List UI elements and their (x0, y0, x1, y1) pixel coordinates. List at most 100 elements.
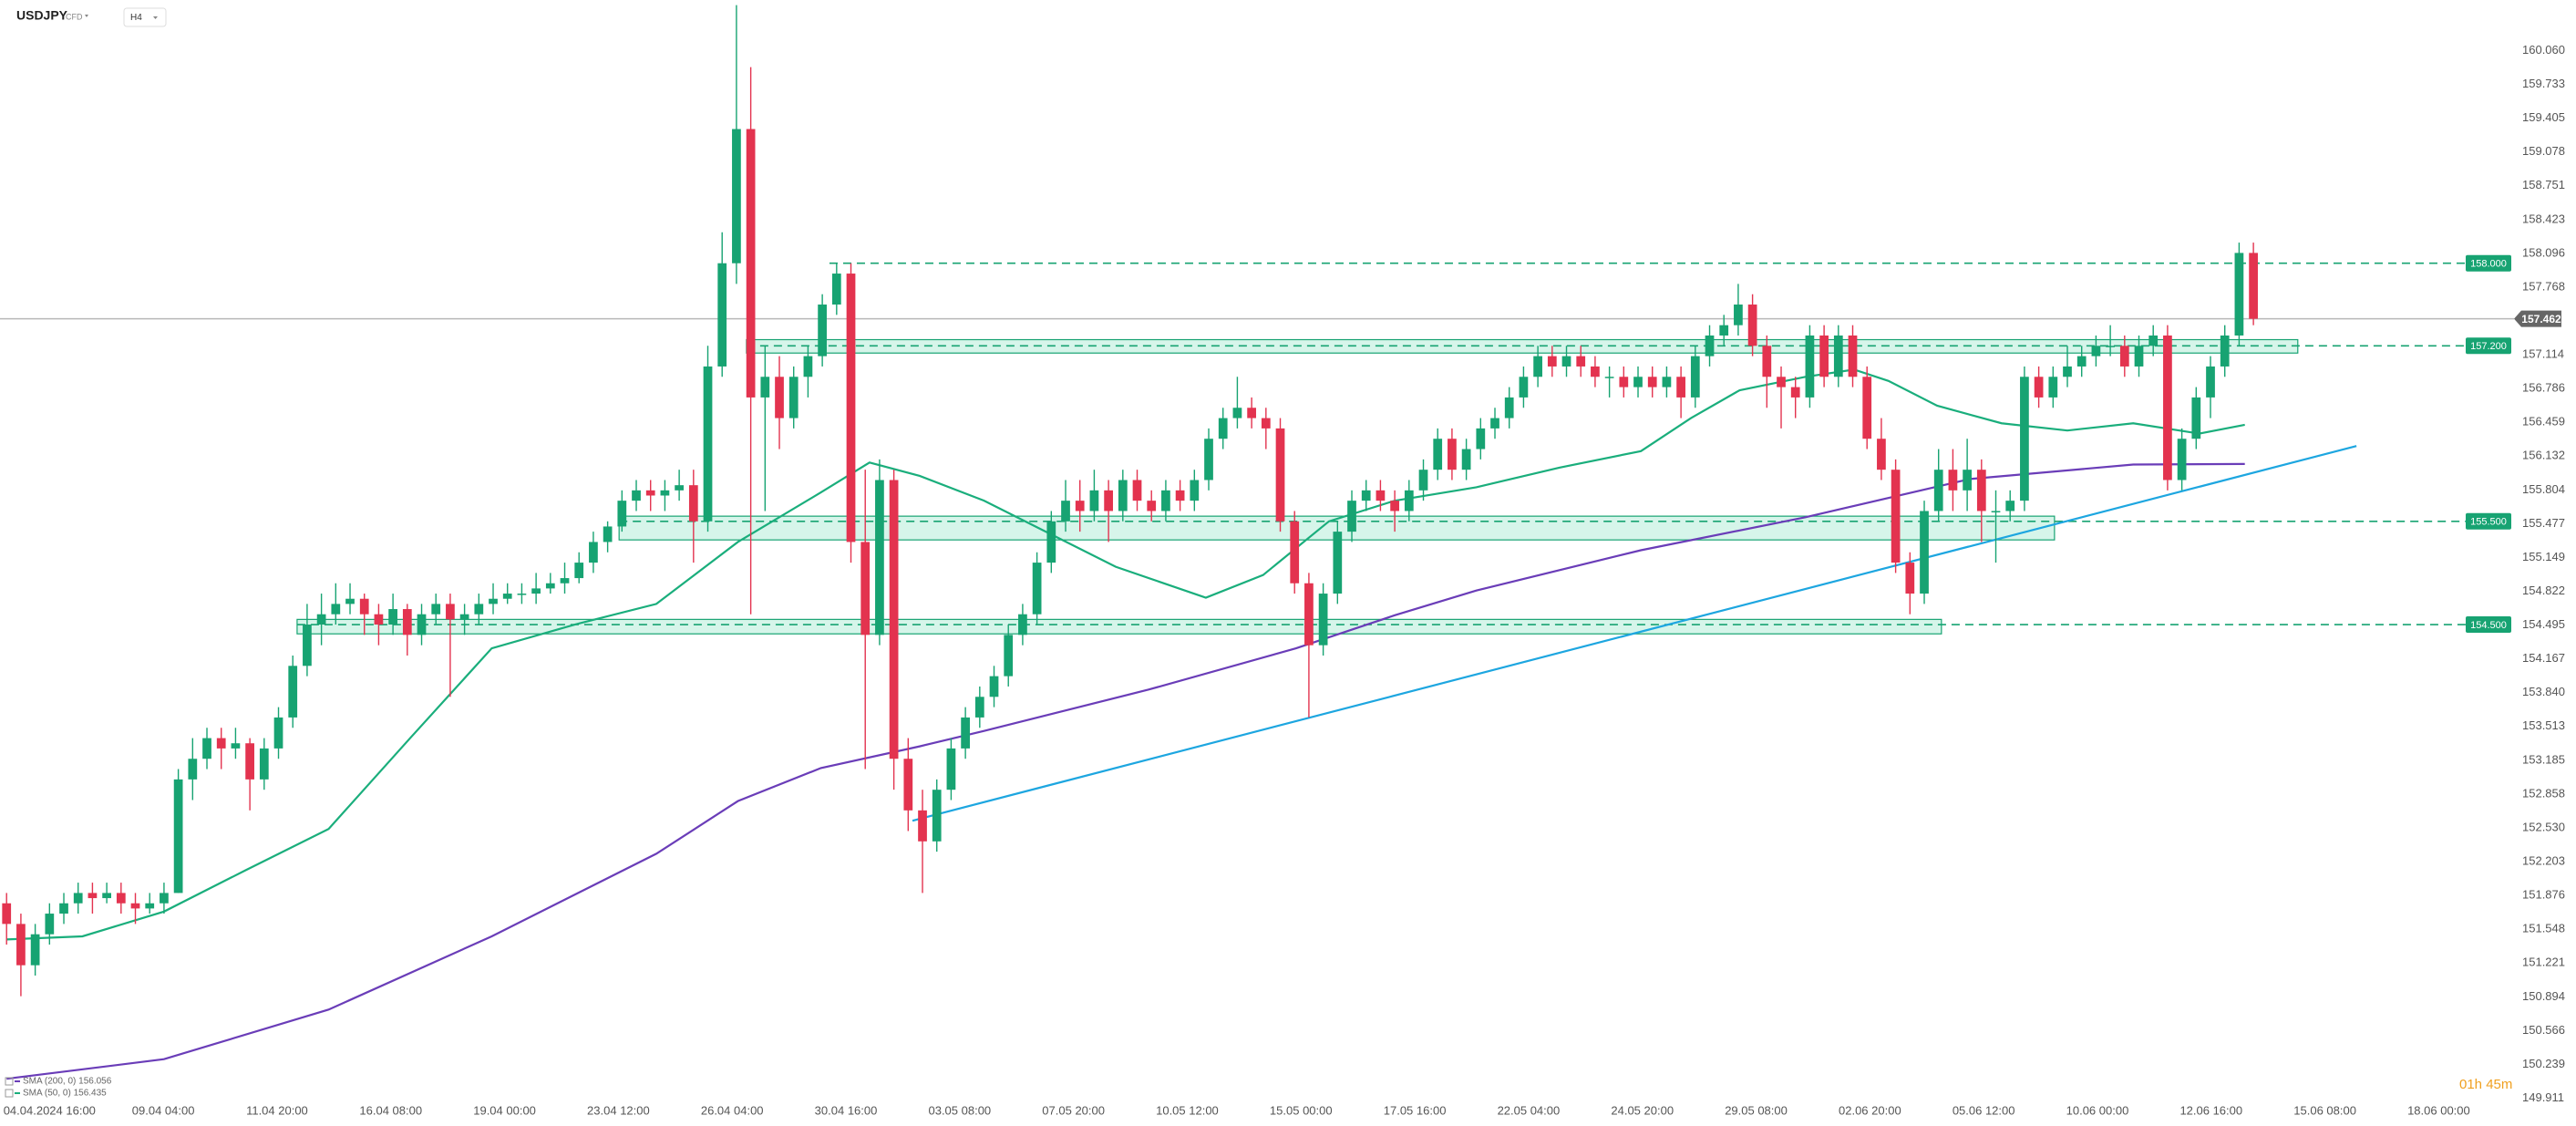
candle-body (589, 542, 598, 563)
candle-body (2206, 366, 2215, 398)
candle-body (1647, 377, 1657, 387)
y-tick-label: 158.096 (2522, 245, 2565, 259)
x-tick-label: 29.05 08:00 (1725, 1103, 1788, 1117)
candle-body (860, 542, 871, 635)
candle-body (459, 614, 469, 620)
candle-body (1561, 356, 1571, 367)
candle-body (259, 748, 269, 780)
candle-body (1333, 532, 1343, 594)
level-label: 155.500 (2470, 517, 2507, 528)
candle-body (1976, 470, 1986, 511)
candle-body (545, 583, 555, 589)
legend-label: SMA (200, 0) 156.056 (23, 1077, 112, 1087)
candle-body (1404, 490, 1414, 511)
candle-body (1819, 335, 1829, 377)
x-tick-label: 10.05 12:00 (1156, 1103, 1219, 1117)
candle-body (16, 924, 26, 966)
y-tick-label: 150.566 (2522, 1023, 2565, 1037)
candle-body (574, 563, 584, 579)
candle-body (431, 604, 441, 615)
line-layer (6, 262, 2466, 1080)
x-tick-label: 18.06 00:00 (2407, 1103, 2470, 1117)
candle-body (1075, 501, 1085, 511)
y-tick-label: 155.477 (2522, 516, 2565, 530)
candle-body (688, 485, 698, 522)
y-tick-label: 150.239 (2522, 1057, 2565, 1070)
candle-body (1991, 511, 2001, 512)
timeframe-box[interactable] (123, 7, 167, 27)
candle-body (1963, 470, 1972, 491)
level-badge (2466, 616, 2511, 634)
candle-body (1762, 346, 1772, 377)
candle-body (2020, 377, 2029, 501)
timeframe-label[interactable]: H4 (130, 13, 142, 23)
candle-body (202, 738, 211, 759)
x-tick-label: 03.05 08:00 (928, 1103, 991, 1117)
candle-body (1662, 377, 1672, 387)
y-tick-label: 156.786 (2522, 381, 2565, 395)
candle-body (1175, 490, 1185, 501)
candle-body (1347, 501, 1356, 532)
candle-body (1204, 439, 1213, 480)
level-badge (2466, 337, 2511, 355)
candle-body (1018, 614, 1027, 635)
y-tick-label: 154.822 (2522, 584, 2565, 597)
candle-body (1089, 490, 1099, 511)
y-tick-label: 153.513 (2522, 718, 2565, 732)
symbol-caret[interactable] (85, 15, 88, 17)
candle-body (1719, 325, 1729, 336)
candle-body (1032, 563, 1042, 615)
candle-body (1476, 428, 1486, 449)
candle-body (1676, 377, 1685, 398)
candle-body (1877, 439, 1886, 470)
candle-body (1190, 480, 1200, 501)
label-layer: 160.060 159.733 159.405 159.078 158.751 158.4… (4, 43, 2565, 1118)
candle-timer: 01h 45m (2459, 1077, 2512, 1092)
y-tick-label: 149.911 (2522, 1090, 2564, 1104)
y-tick-label: 151.876 (2522, 888, 2565, 902)
y-tick-label: 151.221 (2522, 956, 2565, 969)
candle-body (1948, 470, 1958, 491)
x-tick-label: 23.04 12:00 (587, 1103, 650, 1117)
instrument-type: CFD (66, 12, 83, 21)
candle-body (675, 485, 684, 491)
y-tick-label: 156.459 (2522, 415, 2565, 429)
candle-body (1390, 501, 1399, 511)
candle-body (1547, 356, 1557, 367)
candle-layer (2, 5, 2258, 997)
candle-body (1461, 449, 1471, 470)
y-tick-label: 154.495 (2522, 617, 2565, 631)
timeframe-caret[interactable] (153, 16, 158, 19)
candle-body (188, 759, 198, 780)
candle-body (1504, 397, 1514, 418)
symbol-header[interactable]: USDJPY CFD (16, 8, 88, 23)
candle-body (288, 666, 298, 718)
candle-body (1433, 439, 1443, 470)
candle-body (88, 893, 98, 899)
candle-body (1004, 635, 1014, 677)
candle-body (474, 604, 484, 615)
candle-body (632, 490, 641, 501)
candle-body (846, 274, 856, 542)
x-tick-label: 04.04.2024 16:00 (4, 1103, 96, 1117)
level-badge (2466, 512, 2511, 530)
y-tick-label: 153.840 (2522, 685, 2565, 698)
candle-body (273, 717, 283, 749)
candle-body (2163, 335, 2172, 480)
candle-body (961, 717, 970, 749)
candle-body (130, 903, 140, 909)
y-tick-label: 156.132 (2522, 449, 2565, 462)
candle-body (746, 129, 756, 398)
candle-body (303, 625, 312, 666)
candle-body (889, 480, 899, 759)
x-tick-label: 24.05 20:00 (1611, 1103, 1674, 1117)
candle-body (45, 914, 55, 935)
timeframe-selector[interactable]: H4 (123, 7, 167, 27)
candle-body (388, 609, 397, 625)
candle-body (1304, 583, 1314, 646)
candle-body (2, 903, 12, 925)
candle-body (2106, 346, 2115, 347)
candle-body (1862, 377, 1872, 439)
x-tick-label: 30.04 16:00 (815, 1103, 878, 1117)
symbol-name[interactable]: USDJPY (16, 8, 68, 23)
